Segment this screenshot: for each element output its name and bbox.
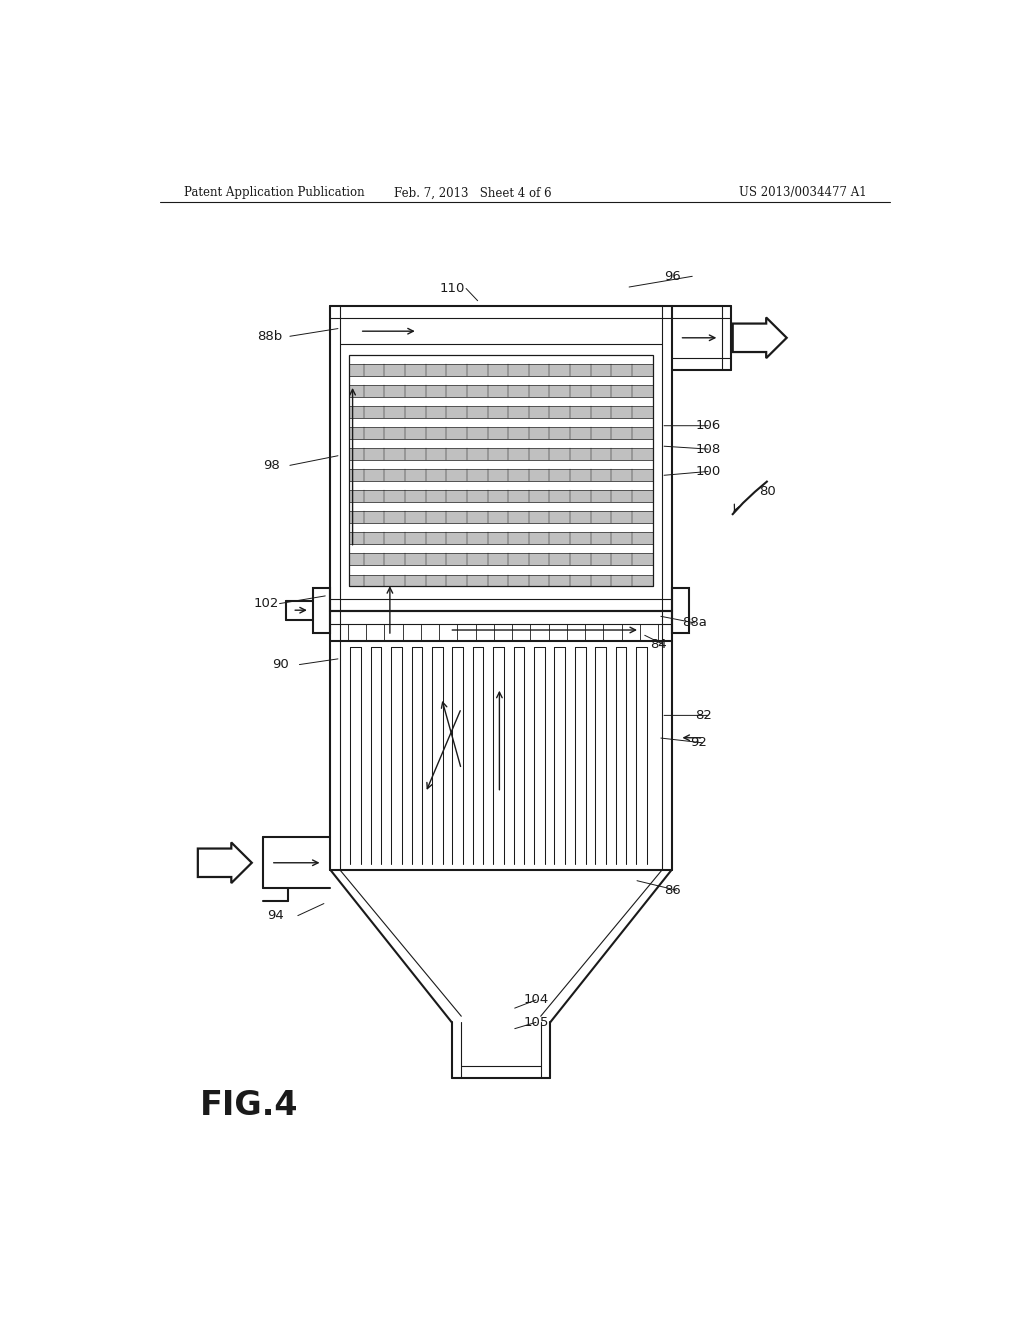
Text: 96: 96 [664,269,680,282]
Text: 86: 86 [664,883,680,896]
Text: 110: 110 [439,282,465,294]
Text: 106: 106 [695,420,721,432]
Text: US 2013/0034477 A1: US 2013/0034477 A1 [739,186,866,199]
Text: 88a: 88a [682,616,707,630]
Text: 104: 104 [523,994,549,1006]
Text: 108: 108 [695,442,721,455]
Text: 84: 84 [650,638,667,651]
Text: Feb. 7, 2013   Sheet 4 of 6: Feb. 7, 2013 Sheet 4 of 6 [394,186,552,199]
Polygon shape [313,589,331,634]
Bar [349,355,652,586]
Bar [349,511,652,523]
Bar [349,428,652,438]
Bar [349,469,652,480]
Text: 82: 82 [695,709,713,722]
Text: 105: 105 [523,1016,549,1028]
Bar [349,364,652,376]
Bar [349,407,652,417]
Bar [349,447,652,459]
Text: 98: 98 [263,459,280,471]
Bar [349,532,652,544]
Bar [349,385,652,397]
Text: 94: 94 [267,909,284,923]
Text: 102: 102 [253,597,279,610]
Bar [349,574,652,586]
Polygon shape [733,318,786,358]
Bar [349,490,652,502]
Text: FIG.4: FIG.4 [200,1089,298,1122]
Text: 80: 80 [759,486,775,498]
Bar [349,553,652,565]
Text: 100: 100 [695,465,721,478]
Polygon shape [672,589,689,634]
Text: 92: 92 [690,737,707,750]
Text: 88b: 88b [257,330,283,343]
Text: Patent Application Publication: Patent Application Publication [183,186,365,199]
Polygon shape [198,842,252,883]
Text: 90: 90 [272,659,289,671]
